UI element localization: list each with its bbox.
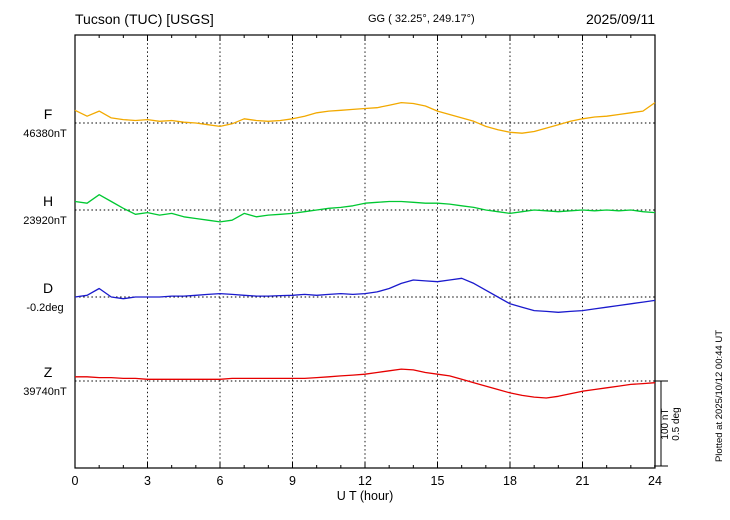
series-H-line — [74, 194, 656, 223]
x-tick-label-15: 15 — [431, 474, 445, 488]
series-D-label: D — [43, 280, 53, 296]
series-D-baseline-value: -0.2deg — [26, 302, 63, 314]
x-tick-label-24: 24 — [648, 474, 662, 488]
x-axis-title: U T (hour) — [337, 489, 394, 503]
series-Z-line — [75, 368, 656, 399]
series-D-line — [74, 277, 656, 313]
series-Z-label: Z — [44, 364, 53, 380]
scale-label-deg: 0.5 deg — [671, 407, 682, 440]
x-tick-label-21: 21 — [576, 474, 590, 488]
series-F-label: F — [44, 106, 53, 122]
series-F-line — [74, 101, 656, 134]
plot-date: 2025/09/11 — [586, 11, 655, 27]
x-tick-label-9: 9 — [289, 474, 296, 488]
series-H-baseline-value: 23920nT — [23, 215, 67, 227]
x-tick-label-6: 6 — [217, 474, 224, 488]
plotted-at-note: Plotted at 2025/10/12 00:44 UT — [714, 330, 725, 462]
scale-label-nt: 100 nT — [660, 408, 671, 439]
x-tick-label-18: 18 — [503, 474, 517, 488]
gg-coordinates: GG ( 32.25°, 249.17°) — [368, 13, 475, 25]
series-F-baseline-value: 46380nT — [23, 128, 67, 140]
station-title: Tucson (TUC) [USGS] — [75, 11, 214, 27]
x-tick-label-12: 12 — [358, 474, 372, 488]
series-Z-baseline-value: 39740nT — [23, 386, 67, 398]
x-tick-label-0: 0 — [72, 474, 79, 488]
series-H-label: H — [43, 193, 53, 209]
plot-border — [74, 34, 656, 469]
plot-area: 0 3 6 9 12 15 18 21 24 F 46380nT H 23920nT D -0.2deg Z 3… — [23, 34, 668, 488]
x-tick-label-3: 3 — [144, 474, 151, 488]
